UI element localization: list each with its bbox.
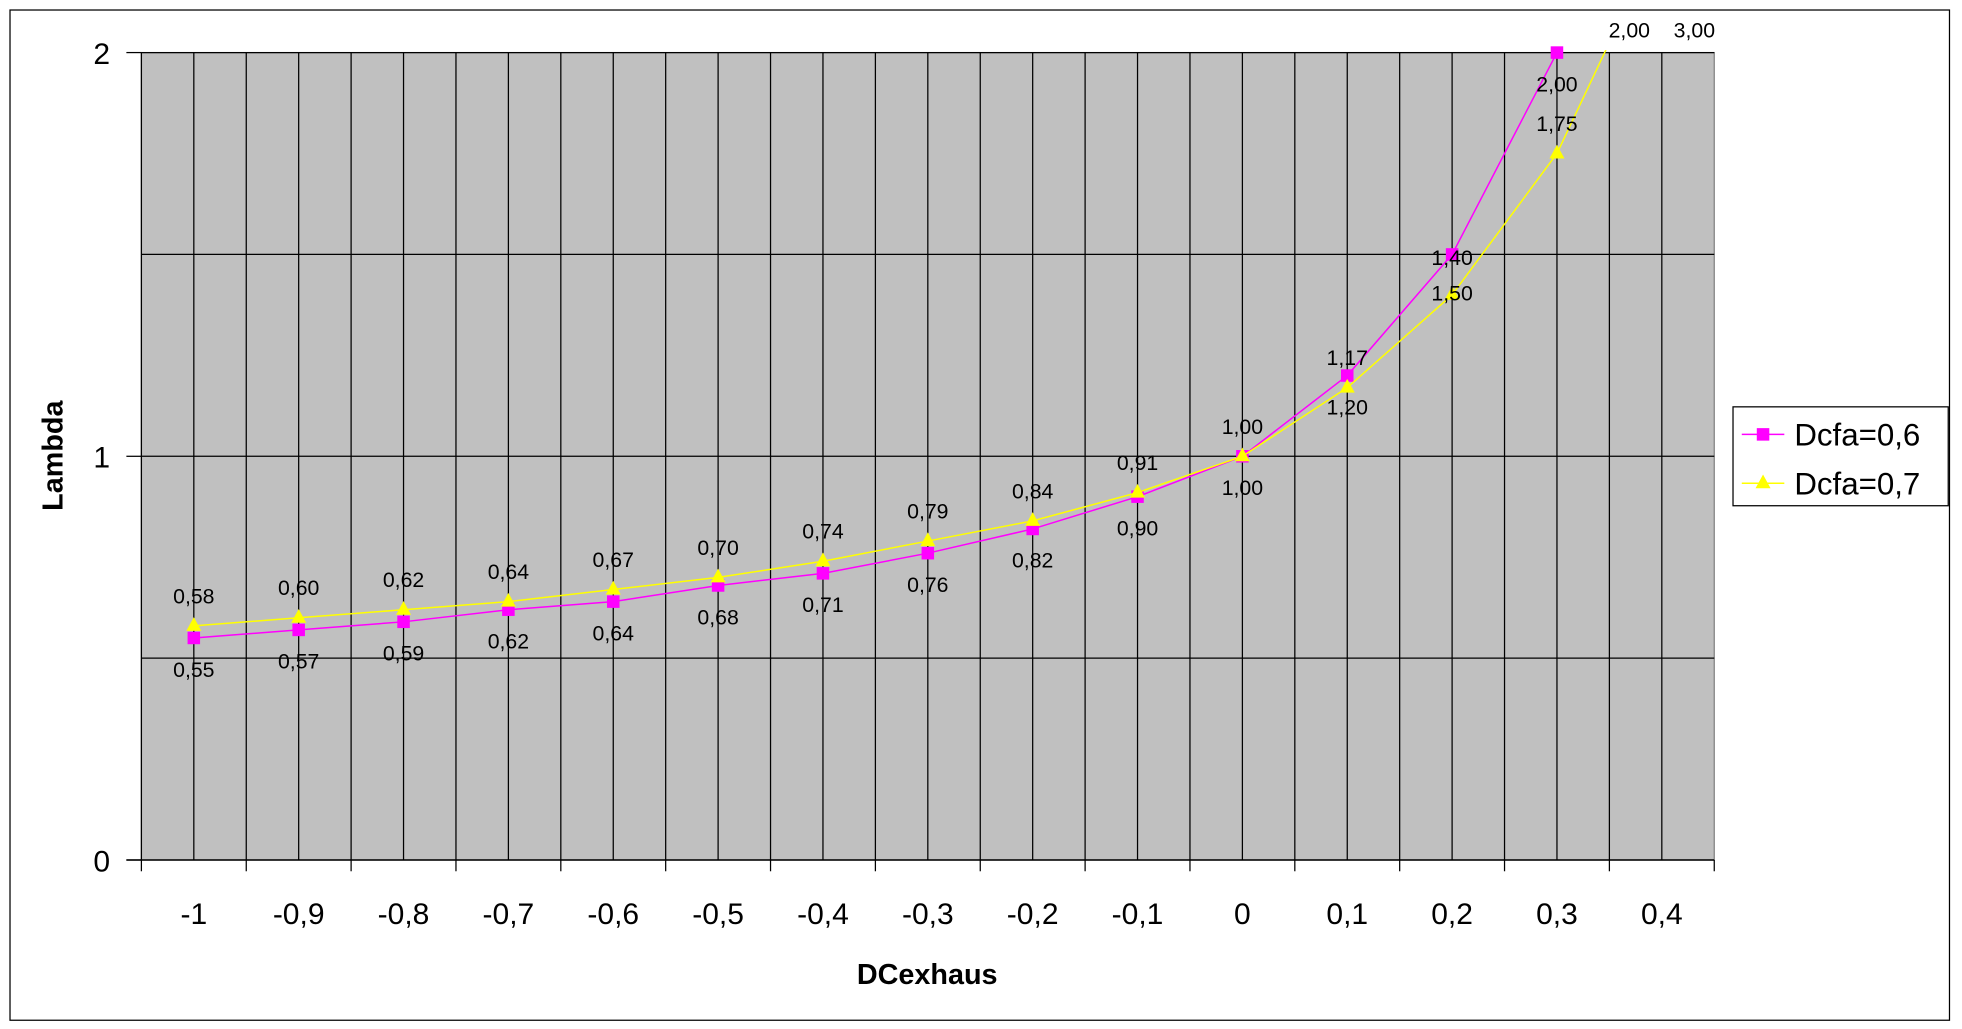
series-marks: 0,55 0,57 0,59 0,62 0,64 0,68 0,71 0,76 0,82 0,90… bbox=[173, 19, 1715, 682]
data-point-triangle bbox=[1130, 483, 1146, 498]
data-point-triangle bbox=[500, 592, 516, 607]
data-label: 0,70 bbox=[697, 536, 738, 560]
x-tick-label: -0,5 bbox=[692, 898, 744, 931]
data-point-triangle bbox=[396, 600, 412, 615]
y-tick-label: 1 bbox=[93, 442, 110, 475]
data-label: 1,20 bbox=[1327, 395, 1368, 419]
legend-triangle-marker bbox=[1755, 474, 1771, 489]
data-label: 0,64 bbox=[593, 621, 635, 645]
data-label: 0,55 bbox=[173, 658, 214, 682]
legend-label: Dcfa=0,6 bbox=[1794, 418, 1920, 453]
data-point-triangle bbox=[291, 609, 307, 623]
data-label: 0,79 bbox=[907, 500, 948, 524]
data-label: 0,62 bbox=[383, 568, 424, 592]
data-point-square bbox=[1340, 369, 1354, 382]
data-label: 0,68 bbox=[697, 605, 738, 629]
plot-area: 0 1 2 -1 -0,9 -0,8 -0,7 -0,6 -0,5 -0,4 -0,3 -0,2 -0,… bbox=[93, 38, 1715, 931]
data-point-square bbox=[187, 631, 201, 645]
y-axis-title: Lambda bbox=[38, 400, 70, 511]
legend-item-2: Dcfa=0,7 bbox=[1741, 466, 1920, 501]
data-label: 2,00 bbox=[1536, 72, 1577, 96]
x-axis-title: DCexhaus bbox=[857, 959, 998, 991]
x-tick-label: 0,1 bbox=[1326, 898, 1368, 931]
data-point-triangle bbox=[605, 580, 621, 595]
data-label: 1,75 bbox=[1536, 112, 1577, 136]
data-label: 1,00 bbox=[1222, 415, 1263, 439]
data-point-triangle bbox=[1339, 378, 1355, 393]
series-1 bbox=[187, 46, 1564, 645]
x-tick-label: 0 bbox=[1234, 898, 1251, 931]
data-label: 0,60 bbox=[278, 576, 319, 600]
data-label: 1,50 bbox=[1431, 281, 1472, 305]
x-tick-label: -0,7 bbox=[483, 898, 535, 931]
data-label: 1,17 bbox=[1327, 346, 1368, 370]
data-point-square bbox=[921, 546, 935, 560]
data-label: 0,76 bbox=[907, 573, 948, 597]
data-label: 0,62 bbox=[488, 630, 529, 654]
data-point-square bbox=[816, 567, 830, 580]
data-label: 1,40 bbox=[1431, 246, 1472, 270]
data-point-square bbox=[606, 595, 620, 608]
x-tick-label: -0,9 bbox=[273, 898, 325, 931]
legend: Dcfa=0,6 Dcfa=0,7 bbox=[1732, 406, 1949, 507]
series-1-labels: 0,55 0,57 0,59 0,62 0,64 0,68 0,71 0,76 0,82 0,90… bbox=[173, 19, 1715, 682]
data-point-triangle bbox=[186, 617, 202, 631]
data-label: 0,64 bbox=[488, 560, 530, 584]
data-point-triangle bbox=[1025, 512, 1041, 526]
x-tick-label: -0,8 bbox=[378, 898, 430, 931]
data-point-triangle bbox=[815, 552, 831, 567]
series-2 bbox=[186, 50, 1607, 631]
y-tick-label: 2 bbox=[93, 38, 110, 71]
data-label: 0,57 bbox=[278, 650, 319, 674]
data-point-square bbox=[397, 615, 410, 629]
x-tick-label: -0,3 bbox=[902, 898, 954, 931]
x-tick-label: 0,2 bbox=[1431, 898, 1473, 931]
data-point-triangle bbox=[920, 532, 936, 547]
data-point-square bbox=[292, 623, 305, 637]
legend-square-marker bbox=[1756, 428, 1770, 441]
series-2-labels: 0,58 0,60 0,62 0,64 0,67 0,70 0,74 0,79 0,84 0,91… bbox=[173, 19, 1650, 609]
x-tick-label: -0,6 bbox=[587, 898, 639, 931]
data-point-square bbox=[1445, 248, 1459, 261]
data-label: 1,00 bbox=[1222, 476, 1263, 500]
x-tick-label: -0,2 bbox=[1007, 898, 1059, 931]
data-point-square bbox=[1550, 46, 1564, 59]
data-point-triangle bbox=[710, 568, 726, 583]
data-label: 0,90 bbox=[1117, 516, 1158, 540]
x-tick-label: 0,4 bbox=[1641, 898, 1683, 931]
legend-item-1: Dcfa=0,6 bbox=[1741, 418, 1920, 453]
data-label: 0,58 bbox=[173, 584, 214, 608]
data-label: 0,67 bbox=[593, 548, 634, 572]
data-point-triangle bbox=[1444, 286, 1460, 300]
data-label: 3,00 bbox=[1674, 19, 1715, 43]
x-tick-label: 0,3 bbox=[1536, 898, 1578, 931]
y-tick-label: 0 bbox=[93, 845, 110, 878]
data-label: 0,59 bbox=[383, 642, 424, 666]
data-label: 0,71 bbox=[802, 593, 843, 617]
x-tick-label: -1 bbox=[180, 898, 207, 931]
x-tick-label: -0,1 bbox=[1112, 898, 1164, 931]
x-tick-label: -0,4 bbox=[797, 898, 849, 931]
data-label: 0,91 bbox=[1117, 451, 1158, 475]
data-point-triangle bbox=[1549, 144, 1565, 159]
data-label: 2,00 bbox=[1609, 19, 1650, 43]
data-label: 0,74 bbox=[802, 520, 844, 544]
data-point-triangle bbox=[1234, 447, 1250, 462]
data-label: 0,82 bbox=[1012, 549, 1053, 573]
data-label: 0,84 bbox=[1012, 479, 1054, 503]
legend-box bbox=[1732, 406, 1949, 507]
legend-label: Dcfa=0,7 bbox=[1794, 466, 1920, 501]
